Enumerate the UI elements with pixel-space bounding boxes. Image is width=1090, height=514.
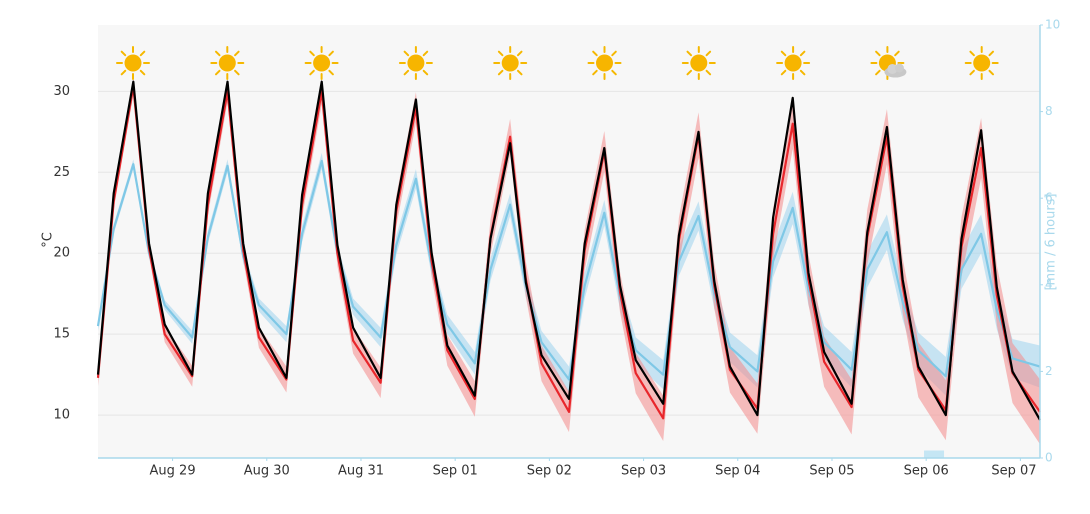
- x-tick-label: Sep 06: [904, 464, 949, 479]
- sun-disc: [973, 54, 991, 72]
- y2-tick-label: 2: [1045, 364, 1053, 378]
- sun-icon: [210, 46, 245, 80]
- cloud: [887, 64, 898, 74]
- sun-disc: [501, 54, 519, 72]
- x-tick-label: Sep 07: [991, 464, 1036, 479]
- sun-ray: [328, 69, 334, 76]
- sun-ray: [139, 50, 146, 57]
- lines: [96, 80, 1041, 421]
- cloud: [894, 63, 904, 73]
- sun-icon: [681, 46, 716, 80]
- y-axis-label: °C: [41, 232, 56, 248]
- sun-ray: [611, 50, 617, 57]
- partly-cloudy-icon: [870, 46, 907, 80]
- sun-ray: [422, 69, 429, 76]
- y-tick-label: 10: [53, 408, 70, 423]
- x-tick-label: Aug 31: [338, 464, 384, 479]
- precipitation-bar: [924, 450, 945, 458]
- sun-ray: [875, 50, 881, 57]
- x-tick-label: Aug 30: [244, 464, 290, 479]
- sun-ray: [234, 50, 240, 57]
- sun-ray: [969, 69, 975, 76]
- x-tick-label: Aug 29: [150, 464, 196, 479]
- sun-ray: [120, 69, 127, 76]
- y2-tick-label: 6: [1045, 191, 1053, 205]
- sun-disc: [407, 54, 425, 72]
- sun-ray: [120, 50, 127, 57]
- sun-ray: [497, 50, 504, 57]
- y2-tick-label: 0: [1045, 451, 1053, 465]
- sun-ray: [799, 69, 806, 76]
- sun-ray: [894, 50, 900, 57]
- sun-ray: [516, 50, 523, 57]
- sun-ray: [705, 50, 712, 57]
- y2-tick-label: 8: [1045, 104, 1053, 118]
- sun-disc: [690, 54, 708, 72]
- sun-ray: [592, 69, 598, 76]
- sun-ray: [422, 50, 429, 57]
- y2-tick-label: 4: [1045, 277, 1053, 291]
- sun-ray: [799, 50, 806, 57]
- sun-ray: [214, 50, 221, 57]
- sun-icon: [398, 46, 433, 80]
- sun-disc: [784, 54, 802, 72]
- y-tick-label: 25: [53, 165, 70, 180]
- weather-icons: [116, 46, 999, 80]
- y2-tick-label: 10: [1045, 18, 1060, 32]
- series-line: [96, 80, 1041, 421]
- sun-ray: [497, 69, 504, 76]
- sun-ray: [780, 50, 787, 57]
- sun-ray: [780, 69, 787, 76]
- sun-icon: [964, 46, 999, 80]
- sun-ray: [328, 50, 334, 57]
- sun-ray: [592, 50, 598, 57]
- sun-disc: [124, 54, 142, 72]
- sun-ray: [403, 50, 410, 57]
- sun-ray: [705, 69, 712, 76]
- sun-ray: [234, 69, 240, 76]
- sun-icon: [116, 46, 150, 80]
- sun-ray: [969, 50, 975, 57]
- sun-ray: [988, 50, 995, 57]
- y2-axis-label: [mm / 6 hours]: [1044, 193, 1059, 290]
- sun-icon: [587, 46, 622, 80]
- series-line: [96, 85, 1041, 420]
- sun-ray: [875, 69, 881, 76]
- sun-ray: [214, 69, 221, 76]
- sun-ray: [516, 69, 523, 76]
- x-tick-label: Sep 05: [809, 464, 854, 479]
- sun-ray: [309, 69, 315, 76]
- x-tick-label: Sep 04: [715, 464, 760, 479]
- sun-icon: [304, 46, 339, 80]
- y-tick-label: 30: [53, 84, 70, 99]
- sun-disc: [313, 54, 331, 72]
- sun-ray: [611, 69, 617, 76]
- sun-ray: [139, 69, 146, 76]
- sun-disc: [596, 54, 613, 72]
- sun-ray: [686, 50, 693, 57]
- x-tick-label: Sep 02: [527, 464, 572, 479]
- sun-icon: [776, 46, 811, 80]
- sun-icon: [493, 46, 528, 80]
- x-tick-label: Sep 03: [621, 464, 666, 479]
- axes: 10 15 20 25 30 0 2 4 6 8 10 Aug 29 Aug 30 Aug 31 Sep 0…: [53, 18, 1060, 479]
- sun-ray: [403, 69, 410, 76]
- y-tick-label: 15: [53, 327, 70, 342]
- sun-ray: [686, 69, 693, 76]
- sun-ray: [988, 69, 995, 76]
- sun-disc: [218, 54, 236, 72]
- y-tick-label: 20: [53, 246, 70, 261]
- sun-ray: [309, 50, 315, 57]
- x-tick-label: Sep 01: [433, 464, 478, 479]
